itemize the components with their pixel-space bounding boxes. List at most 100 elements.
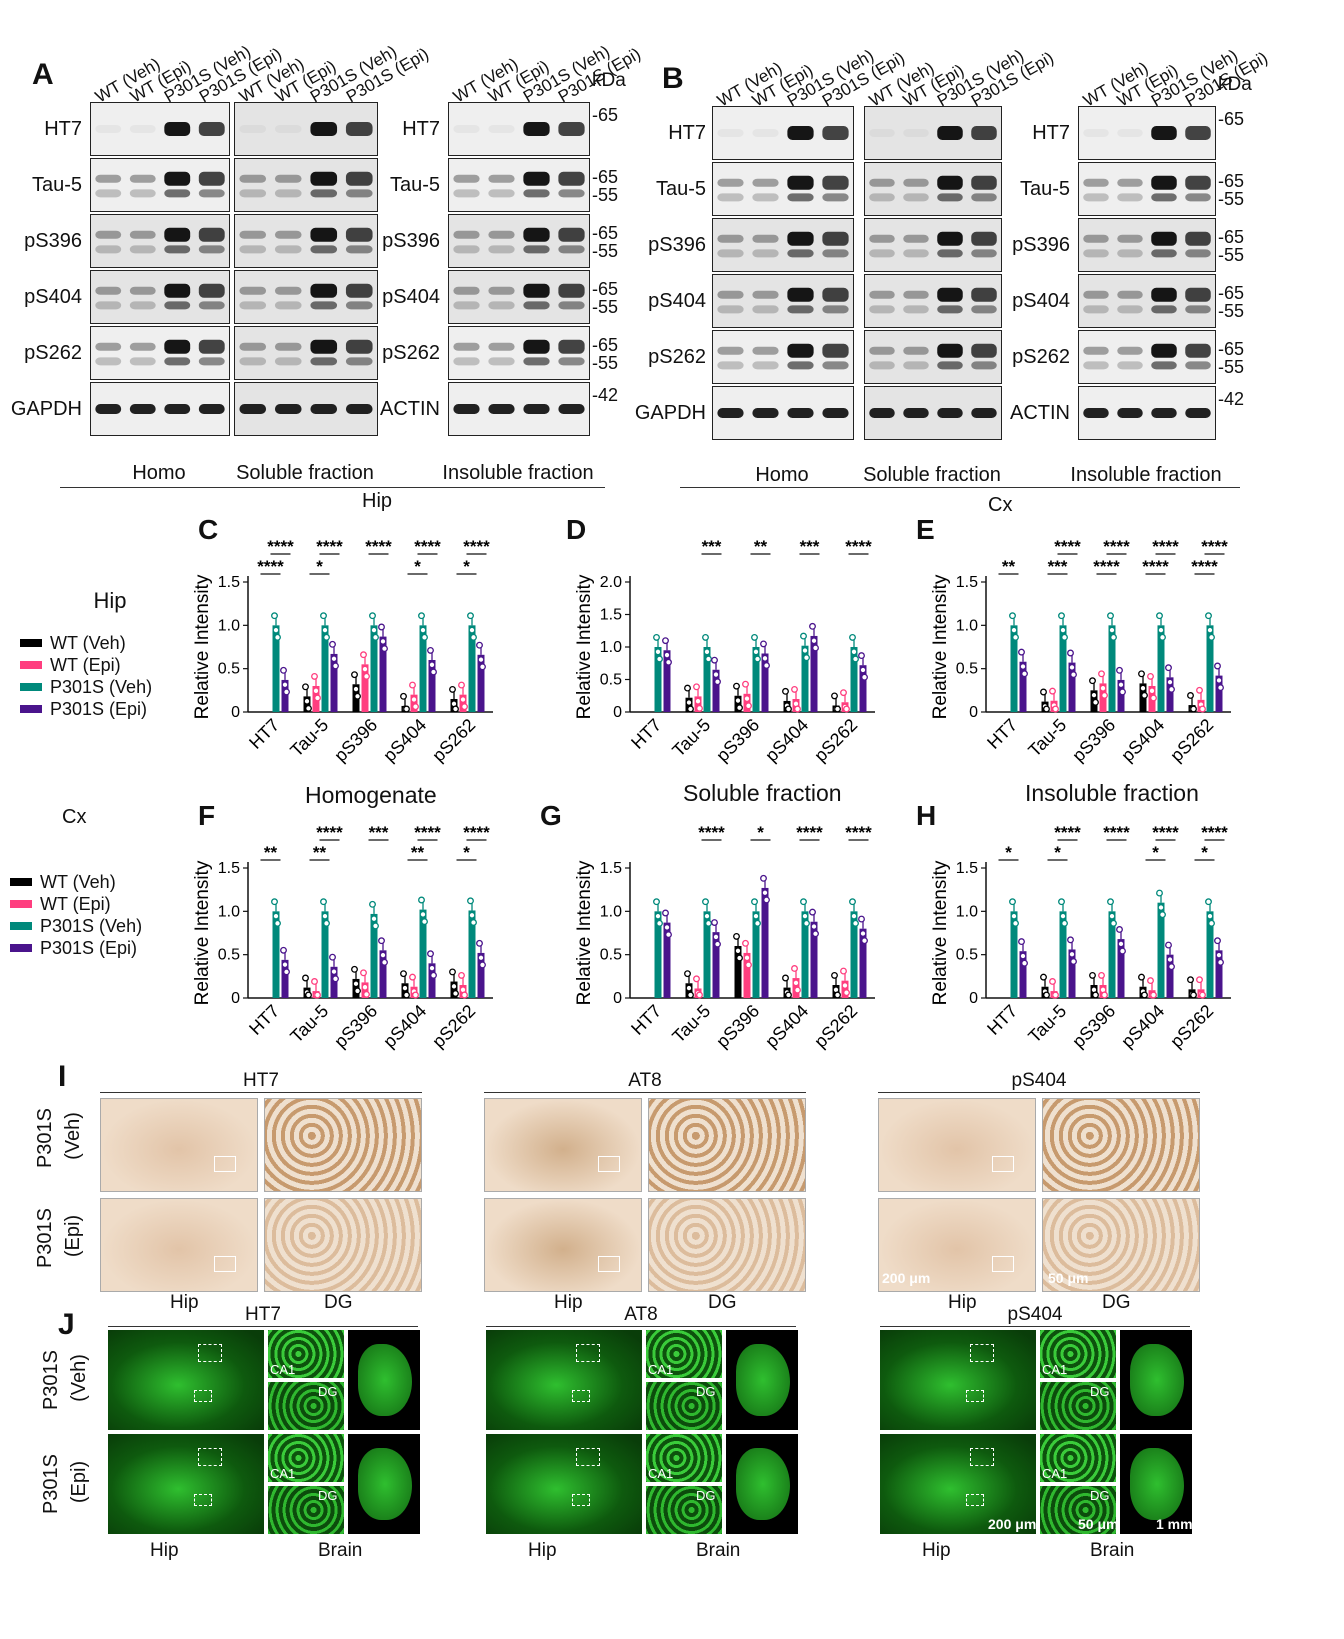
y-tick-label: 1.0 [218, 903, 240, 920]
panel-letter-c: C [198, 514, 219, 545]
ihc-roi-box [214, 1256, 236, 1272]
data-point [858, 652, 865, 660]
if-roi-box [194, 1494, 212, 1506]
data-point [418, 612, 425, 620]
sig-stars: **** [267, 537, 294, 556]
y-tick-label: 0 [969, 990, 978, 1007]
ihc-roi-box [992, 1156, 1014, 1172]
blot-row-label: pS262 [648, 346, 706, 368]
blot-row-label: GAPDH [10, 398, 82, 420]
x-tick-label: pS396 [330, 1001, 381, 1052]
data-point [791, 685, 798, 693]
ihc-title-line [484, 1092, 806, 1093]
data-point [409, 681, 416, 689]
data-point [281, 681, 289, 689]
data-point [1059, 912, 1067, 920]
data-point [1214, 937, 1221, 945]
fraction-label: Homo [755, 464, 809, 486]
x-tick-label: pS404 [761, 715, 812, 766]
data-point [859, 666, 867, 674]
legend-item: WT (Veh) [10, 871, 200, 893]
data-point [1147, 672, 1154, 680]
legend-label: P301S (Epi) [40, 937, 138, 958]
data-point [1117, 940, 1125, 948]
panel-letter-d: D [566, 514, 587, 545]
y-tick-label: 1.5 [218, 860, 240, 877]
data-point [361, 665, 369, 673]
sig-stars: ** [411, 843, 425, 862]
bar [1010, 625, 1018, 712]
if-roi-box [198, 1448, 222, 1466]
data-point [427, 646, 434, 654]
if-column-label: Hip [528, 1540, 557, 1561]
y-tick-label: 1.0 [218, 617, 240, 634]
data-point [1150, 991, 1157, 999]
legend-label: P301S (Veh) [50, 676, 153, 697]
data-point [332, 975, 339, 983]
data-point [800, 632, 807, 640]
data-point [1010, 626, 1018, 634]
if-ca1-label: CA1 [1042, 1466, 1068, 1481]
data-point [302, 683, 309, 691]
x-tick-label: HT7 [245, 1001, 283, 1039]
panel-letter-f: F [198, 800, 216, 831]
data-point [1119, 947, 1126, 955]
bar [1117, 679, 1125, 712]
blot-strip [448, 158, 590, 212]
data-point [1068, 950, 1076, 958]
if-dg-label: DG [1090, 1488, 1110, 1503]
sig-stars: * [463, 843, 470, 862]
legend-swatch [10, 878, 32, 886]
data-point [449, 685, 456, 693]
data-point [1110, 633, 1117, 641]
blot-strip [234, 214, 378, 268]
data-point [859, 930, 867, 937]
data-point [381, 958, 388, 966]
data-point [1138, 670, 1145, 678]
bar [370, 913, 378, 998]
sig-stars: **** [1152, 537, 1179, 556]
blot-row-label: pS404 [24, 286, 82, 308]
bar [850, 647, 858, 712]
x-tick-label: pS404 [379, 1001, 430, 1052]
data-point [452, 990, 459, 997]
blot-row-label: Tau-5 [655, 178, 706, 200]
blot-strip [90, 270, 230, 324]
ihc-roi-box [992, 1256, 1014, 1272]
ihc-scalebar-hip: 200 μm [882, 1270, 931, 1286]
data-point [841, 982, 849, 989]
data-point [461, 703, 468, 711]
data-point [430, 668, 437, 676]
data-point [305, 991, 312, 999]
data-point [476, 939, 483, 947]
data-point [329, 953, 336, 961]
if-title-line [108, 1326, 418, 1327]
data-point [1139, 684, 1147, 692]
blot-strip [712, 330, 854, 384]
data-point [656, 919, 663, 927]
blot-strip [712, 106, 854, 160]
y-tick-label: 0.5 [956, 661, 978, 678]
if-scalebar-inset: 50 μm [1078, 1516, 1119, 1532]
data-point [360, 651, 367, 659]
if-roi-box [966, 1390, 984, 1402]
x-tick-label: pS396 [1068, 715, 1119, 766]
bar [1117, 939, 1125, 998]
sig-stars: **** [1152, 823, 1179, 842]
section-title-homogenate: Homogenate [305, 782, 437, 808]
data-point [684, 970, 691, 978]
blot-row-label: HT7 [1032, 122, 1070, 144]
y-axis-label: Relative Intensity [574, 574, 595, 719]
if-dg-label: DG [1090, 1384, 1110, 1399]
legend-label: WT (Epi) [50, 654, 121, 675]
blot-row-label: Tau-5 [389, 174, 440, 196]
bar [1166, 954, 1174, 998]
data-point [271, 898, 278, 906]
kda-marker: -65 -55 [1218, 283, 1245, 321]
sig-stars: **** [1103, 823, 1130, 842]
data-point [685, 699, 693, 706]
panel-letter-a: A [32, 58, 54, 91]
data-point [810, 923, 818, 930]
data-point [702, 633, 709, 641]
y-tick-label: 0.5 [600, 947, 622, 964]
